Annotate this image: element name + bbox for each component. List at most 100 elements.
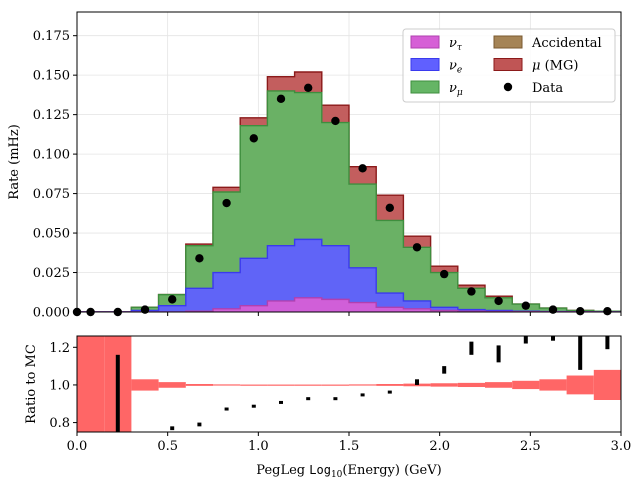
data-point (358, 164, 367, 173)
ratio-point (170, 426, 175, 431)
top-ytick-label: 0.175 (33, 29, 70, 44)
ratio-ylabel: Ratio to MC (24, 344, 39, 424)
ratio-point (224, 407, 229, 411)
data-point (168, 295, 177, 304)
legend-label: μ (MG) (532, 59, 578, 74)
ratio-ytick-label: 1.0 (49, 378, 70, 393)
top-ytick-label: 0.125 (33, 108, 70, 123)
ratio-panel: 0.8 1.0 1.2 0.0 0.5 1.0 1.5 2.0 2.5 3.0 Ratio to M… (24, 335, 632, 480)
mc-uncertainty-bin (240, 384, 268, 386)
histogram-series-2 (77, 90, 621, 312)
ratio-point (306, 397, 311, 401)
legend-swatch (410, 35, 440, 49)
data-point (304, 83, 313, 92)
mc-uncertainty-bin (539, 379, 567, 391)
top-ytick-label: 0.000 (33, 306, 70, 321)
mc-uncertainty-bin (131, 379, 159, 391)
top-ytick-label: 0.075 (33, 187, 70, 202)
legend-label: νe (449, 59, 462, 76)
histogram-fill-2 (77, 90, 621, 312)
mc-uncertainty-bin (349, 384, 377, 386)
legend-swatch (410, 58, 440, 71)
legend-swatch (493, 35, 523, 49)
ratio-point (197, 422, 202, 427)
histogram-layers (77, 71, 621, 312)
ratio-point (523, 336, 528, 344)
data-point (603, 307, 612, 316)
mc-uncertainty-bin (376, 384, 404, 386)
mc-uncertainty-bin (566, 375, 594, 395)
ratio-xtick-label: 1.0 (248, 439, 269, 454)
legend-label: Accidental (531, 36, 602, 51)
data-point (331, 116, 340, 126)
ratio-point (551, 336, 555, 341)
legend-item-5: Data (503, 81, 563, 96)
data-points (72, 83, 612, 317)
ratio-point (360, 393, 365, 397)
ratio-point (333, 397, 338, 401)
data-point (276, 94, 286, 104)
ratio-xtick-label: 1.5 (339, 439, 360, 454)
mc-uncertainty-bin (213, 384, 241, 386)
histogram-fill-1 (77, 239, 621, 312)
legend-item-3: Accidental (493, 35, 602, 51)
top-ytick-label: 0.050 (33, 227, 70, 242)
legend: ντ νe νμ Accidental μ (MG) Data (402, 28, 616, 103)
mc-uncertainty-bin (294, 384, 322, 386)
data-point (521, 301, 530, 310)
top-ylabel: Rate (mHz) (7, 124, 22, 200)
ratio-point (442, 366, 447, 374)
data-point (249, 134, 258, 143)
ratio-point (496, 345, 501, 363)
top-ytick-label: 0.025 (33, 266, 70, 281)
ratio-xtick-label: 2.0 (429, 439, 450, 454)
ratio-xtick-label: 0.5 (157, 439, 178, 454)
top-ytick-label: 0.100 (33, 148, 70, 163)
mc-uncertainty-bin (430, 383, 458, 387)
data-point (195, 254, 204, 263)
ratio-xtick-label: 3.0 (611, 439, 632, 454)
mc-uncertainty-bin (593, 369, 621, 400)
mc-uncertainty-bin (512, 380, 540, 390)
histogram-edge-2 (77, 90, 621, 312)
legend-swatch (410, 80, 440, 94)
data-point (412, 243, 422, 252)
top-ytick-label: 0.150 (33, 69, 70, 84)
ratio-point (279, 400, 283, 404)
ratio-plot-area (77, 336, 621, 432)
ratio-ytick-label: 0.8 (49, 416, 70, 431)
legend-marker (503, 82, 513, 92)
data-point (140, 305, 150, 314)
mc-uncertainty-bin (485, 382, 513, 388)
mc-uncertainty-bin (185, 384, 213, 386)
ratio-point (415, 379, 419, 385)
mc-uncertainty-bin (267, 384, 295, 386)
ratio-point (469, 341, 474, 355)
mc-uncertainty-bin (158, 382, 186, 388)
ratio-xtick-label: 2.5 (520, 439, 541, 454)
data-point (548, 305, 558, 314)
data-point (385, 203, 394, 212)
data-point (467, 287, 476, 296)
legend-label: ντ (449, 36, 463, 53)
ratio-point (605, 336, 610, 350)
mc-uncertainty-bin (77, 336, 105, 432)
legend-item-2: νμ (410, 80, 463, 98)
ratio-point (251, 404, 256, 408)
legend-item-1: νe (410, 58, 462, 76)
legend-label: Data (532, 81, 563, 96)
data-point (494, 296, 503, 306)
data-point (440, 269, 449, 279)
ratio-point (387, 390, 392, 394)
legend-item-4: μ (MG) (493, 58, 578, 74)
top-panel: 0.000 0.025 0.050 0.075 0.100 0.125 0.150 0.175… (7, 11, 622, 321)
legend-item-0: ντ (410, 35, 463, 53)
data-point (222, 198, 231, 208)
data-point (576, 307, 585, 316)
ratio-ytick-label: 1.2 (49, 341, 70, 356)
ratio-point (578, 336, 583, 370)
x-axis-label: PegLeg Log10(Energy) (GeV) (256, 463, 441, 480)
ratio-xtick-label: 0.0 (67, 439, 88, 454)
legend-label: νμ (449, 81, 463, 98)
